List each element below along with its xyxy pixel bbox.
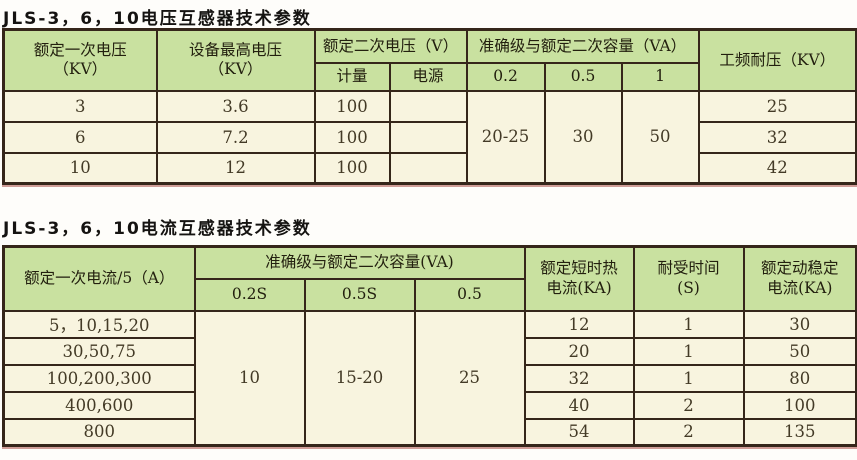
header-line: 额定一次电压 [33, 40, 127, 59]
header-accuracy-capacity: 准确级与额定二次容量（VA） [465, 28, 700, 64]
cell-max-voltage: 12 [155, 151, 316, 185]
table-row: 800 54 2 135 [2, 417, 857, 447]
header-short-time-thermal: 额定短时热 电流(KA) [523, 245, 635, 312]
header-line: （KV） [53, 60, 108, 79]
header-secondary-voltage: 额定二次电压（V） [313, 28, 468, 64]
subheader-class-0.5: 0.5 [543, 61, 623, 92]
header-primary-current: 额定一次电流/5（A） [2, 245, 196, 312]
current-table-title: JLS-3，6，10电流互感器技术参数 [3, 219, 312, 239]
subheader-class-0.5: 0.5 [413, 277, 526, 312]
cell-thermal-current: 40 [523, 390, 635, 420]
header-line: 设备最高电压 [188, 40, 282, 59]
cell-withstand: 25 [697, 89, 857, 123]
cell-withstand-time: 1 [632, 363, 745, 393]
header-primary-voltage: 额定一次电压 （KV） [2, 28, 158, 92]
cell-max-voltage: 7.2 [155, 120, 316, 154]
cell-dynamic-current: 30 [742, 309, 857, 339]
header-withstand-time: 耐受时间 (S) [632, 245, 745, 312]
cell-thermal-current: 54 [523, 417, 635, 447]
header-line: （KV） [208, 60, 263, 79]
cell-dynamic-current: 80 [742, 363, 857, 393]
cell-thermal-current: 32 [523, 363, 635, 393]
cell-primary-current: 30,50,75 [2, 336, 196, 366]
cell-thermal-current: 20 [523, 336, 635, 366]
cell-withstand-time: 1 [632, 336, 745, 366]
voltage-transformer-table: 额定一次电压 （KV） 设备最高电压 （KV） 额定二次电压（V） 准确级与额定… [2, 28, 857, 185]
cell-primary-voltage: 6 [2, 120, 158, 154]
header-max-voltage: 设备最高电压 （KV） [155, 28, 316, 92]
header-dynamic-stability: 额定动稳定 电流(KA) [742, 245, 857, 312]
header-line: 额定动稳定 [760, 259, 839, 278]
cell-power-empty [388, 89, 468, 123]
table-row: 6 7.2 100 32 [2, 120, 857, 154]
cell-capacity-0.5: 25 [413, 309, 526, 447]
cell-primary-current: 5，10,15,20 [2, 309, 196, 339]
table-header-row: 额定一次电压 （KV） 设备最高电压 （KV） 额定二次电压（V） 准确级与额定… [2, 28, 857, 92]
cell-primary-current: 800 [2, 417, 196, 447]
cell-max-voltage: 3.6 [155, 89, 316, 123]
cell-metering: 100 [313, 120, 391, 154]
header-accuracy-capacity: 准确级与额定二次容量(VA) [193, 245, 526, 280]
table-row: 30,50,75 20 1 50 [2, 336, 857, 366]
table-subheader-row: 0.2S 0.5S 0.5 [4, 277, 857, 312]
cell-metering: 100 [313, 89, 391, 123]
cell-dynamic-current: 135 [742, 417, 857, 447]
cell-capacity-0.5s: 15-20 [303, 309, 416, 447]
table-row: 10 12 100 42 [2, 151, 857, 185]
header-line: (S) [677, 278, 700, 297]
cell-metering: 100 [313, 151, 391, 185]
table-row: 5，10,15,20 10 15-20 25 12 1 30 [2, 309, 857, 447]
cell-dynamic-current: 100 [742, 390, 857, 420]
table-header-row: 额定一次电流/5（A） 准确级与额定二次容量(VA) 额定短时热 电流(KA) … [2, 245, 857, 312]
cell-dynamic-current: 50 [742, 336, 857, 366]
voltage-table-title: JLS-3，6，10电压互感器技术参数 [3, 9, 312, 29]
cell-capacity-0.5: 30 [543, 89, 623, 185]
header-line: 电流(KA) [767, 278, 833, 297]
cell-withstand: 32 [697, 120, 857, 154]
cell-primary-current: 400,600 [2, 390, 196, 420]
subheader-class-1: 1 [620, 61, 700, 92]
cell-primary-voltage: 10 [2, 151, 158, 185]
subheader-class-0.2s: 0.2S [193, 277, 306, 312]
cell-withstand-time: 2 [632, 417, 745, 447]
table-subheader-row: 计量 电源 0.2 0.5 1 [4, 61, 857, 92]
subheader-class-0.5s: 0.5S [303, 277, 416, 312]
cell-capacity-0.2s: 10 [193, 309, 306, 447]
cell-withstand: 42 [697, 151, 857, 185]
cell-thermal-current: 12 [523, 309, 635, 339]
subheader-metering: 计量 [313, 61, 391, 92]
cell-primary-voltage: 3 [2, 89, 158, 123]
cell-capacity-0.2: 20-25 [465, 89, 546, 185]
header-line: 耐受时间 [657, 259, 720, 278]
header-line: 电流(KA) [546, 278, 612, 297]
table-row: 3 3.6 100 20-25 30 50 25 [2, 89, 857, 185]
subheader-power: 电源 [388, 61, 468, 92]
subheader-class-0.2: 0.2 [465, 61, 546, 92]
current-transformer-table: 额定一次电流/5（A） 准确级与额定二次容量(VA) 额定短时热 电流(KA) … [2, 245, 857, 447]
cell-capacity-1: 50 [620, 89, 700, 185]
header-line: 额定短时热 [540, 259, 618, 278]
cell-withstand-time: 1 [632, 309, 745, 339]
cell-primary-current: 100,200,300 [2, 363, 196, 393]
cell-power-empty [388, 151, 468, 185]
table-row: 100,200,300 32 1 80 [2, 363, 857, 393]
cell-power-empty [388, 120, 468, 154]
header-power-freq-withstand: 工频耐压（KV） [697, 28, 857, 92]
table-row: 400,600 40 2 100 [2, 390, 857, 420]
cell-withstand-time: 2 [632, 390, 745, 420]
